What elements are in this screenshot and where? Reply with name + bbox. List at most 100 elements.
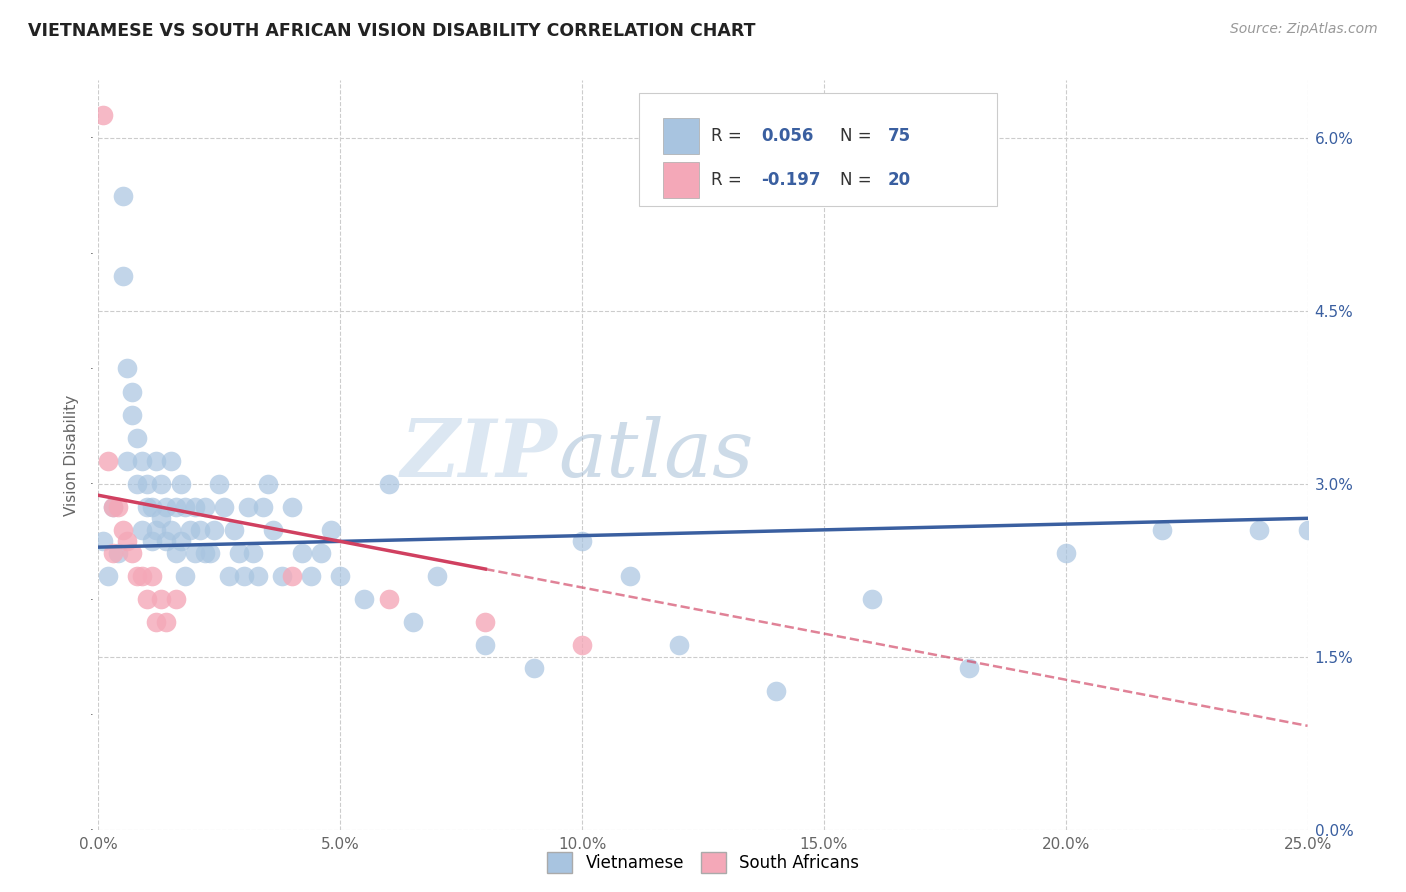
Point [165,592,187,607]
Point [91,108,114,122]
Text: N =: N = [839,171,876,189]
Point [145,523,167,537]
Point [252,500,274,514]
Point [160,523,183,537]
Point [107,500,129,514]
Point [299,569,322,583]
Point [194,500,217,514]
Point [141,500,163,514]
Point [860,592,883,607]
Point [127,431,149,445]
Point [271,569,294,583]
Point [188,523,211,537]
Point [165,546,187,560]
Point [281,500,304,514]
Text: R =: R = [711,171,748,189]
Point [184,546,207,560]
Point [247,569,270,583]
Point [1152,523,1174,537]
Point [127,476,149,491]
Point [141,534,163,549]
Point [1054,546,1077,560]
Point [97,453,120,467]
Point [198,546,221,560]
Point [377,592,399,607]
Point [222,523,245,537]
Point [212,500,235,514]
Point [111,269,134,284]
Point [131,569,153,583]
Point [242,546,264,560]
Point [174,569,197,583]
Point [121,384,143,399]
Point [668,638,690,652]
Point [571,638,593,652]
Point [131,453,153,467]
Point [262,523,284,537]
Point [377,476,399,491]
Point [426,569,449,583]
Point [228,546,250,560]
FancyBboxPatch shape [638,93,997,206]
Point [135,476,157,491]
Text: ZIP: ZIP [401,417,558,493]
Point [117,534,139,549]
Text: atlas: atlas [558,417,754,493]
Point [141,569,163,583]
Point [474,615,496,629]
Point [184,500,207,514]
Point [135,500,157,514]
Point [402,615,425,629]
Text: -0.197: -0.197 [761,171,821,189]
Point [1249,523,1271,537]
Point [232,569,254,583]
Point [121,546,143,560]
Point [619,569,641,583]
Text: 75: 75 [889,128,911,145]
Point [150,511,173,525]
Point [204,523,226,537]
Y-axis label: Vision Disability: Vision Disability [65,394,79,516]
Point [155,615,177,629]
Point [101,546,124,560]
Point [145,453,167,467]
Point [571,534,593,549]
Bar [664,162,699,198]
Point [107,546,129,560]
Text: VIETNAMESE VS SOUTH AFRICAN VISION DISABILITY CORRELATION CHART: VIETNAMESE VS SOUTH AFRICAN VISION DISAB… [28,22,755,40]
Point [101,500,124,514]
Point [169,534,191,549]
Point [155,534,177,549]
Point [208,476,231,491]
Point [165,500,187,514]
Text: 0.056: 0.056 [761,128,814,145]
Point [101,500,124,514]
Point [957,661,980,675]
Point [218,569,240,583]
Legend: Vietnamese, South Africans: Vietnamese, South Africans [540,846,866,880]
Point [155,500,177,514]
Text: R =: R = [711,128,748,145]
Point [169,476,191,491]
Point [121,408,143,422]
Text: 20: 20 [889,171,911,189]
Point [474,638,496,652]
Text: N =: N = [839,128,876,145]
Point [174,500,197,514]
Point [111,523,134,537]
Point [117,361,139,376]
Bar [664,119,699,154]
Point [131,523,153,537]
Point [290,546,312,560]
Point [135,592,157,607]
Point [127,569,149,583]
Point [150,476,173,491]
Point [238,500,260,514]
Point [145,615,167,629]
Point [256,476,278,491]
Point [179,523,201,537]
Point [91,534,114,549]
Point [281,569,304,583]
Point [309,546,332,560]
Point [97,569,120,583]
